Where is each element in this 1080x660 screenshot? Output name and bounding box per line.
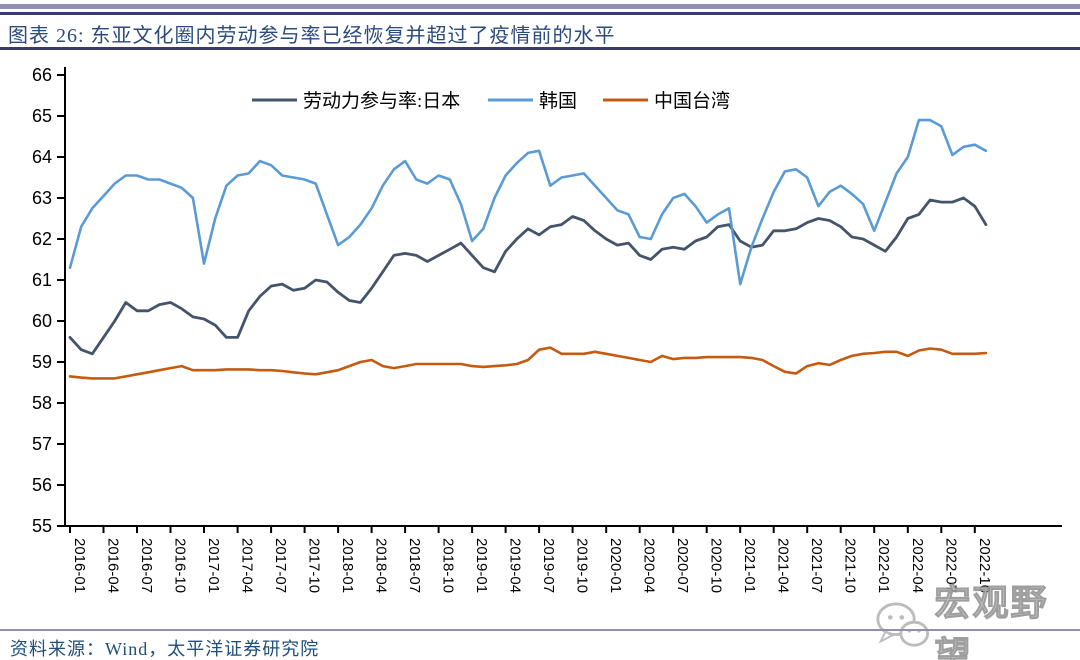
y-tick-label: 66 [32,65,52,85]
legend-label-japan: 劳动力参与率:日本 [303,90,460,112]
x-tick-label: 2016-04 [105,538,122,593]
x-tick-label: 2022-04 [909,538,926,593]
series-korea [68,118,988,286]
legend-label-taiwan: 中国台湾 [654,90,730,112]
x-tick-label: 2019-10 [574,538,591,593]
y-tick-label: 62 [32,229,52,249]
x-tick-label: 2016-01 [71,538,88,593]
x-tick-label: 2018-01 [339,538,356,593]
x-tick-label: 2018-07 [406,538,423,593]
x-tick-label: 2021-04 [775,538,792,593]
legend-label-korea: 韩国 [539,90,577,112]
x-tick-label: 2017-01 [205,538,222,593]
y-tick-label: 59 [32,352,52,372]
x-tick-label: 2022-01 [875,538,892,593]
x-tick-label: 2020-04 [641,538,658,593]
top-divider-dark [0,12,1080,15]
x-tick-label: 2017-10 [306,538,323,593]
y-tick-label: 57 [32,434,52,454]
y-tick-label: 61 [32,270,52,290]
x-tick-label: 2016-07 [138,538,155,593]
series-taiwan [68,346,988,380]
y-tick-label: 56 [32,475,52,495]
x-tick-label: 2022-10 [976,538,993,593]
x-tick-label: 2019-07 [540,538,557,593]
line-chart: 55 56 57 58 59 60 61 62 63 64 65 66 2016-01 2016-04 20… [32,65,1062,593]
y-tick-label: 64 [32,147,52,167]
x-tick-label: 2016-10 [172,538,189,593]
y-tick-label: 63 [32,188,52,208]
series-japan [68,196,988,356]
x-tick-label: 2021-01 [741,538,758,593]
x-tick-label: 2021-10 [842,538,859,593]
chart-area: 55 56 57 58 59 60 61 62 63 64 65 66 2016-01 2016-04 20… [0,60,1080,660]
y-tick-label: 60 [32,311,52,331]
x-tick-label: 2021-07 [808,538,825,593]
source-note: 资料来源：Wind，太平洋证券研究院 [10,639,320,659]
x-tick-label: 2018-10 [440,538,457,593]
figure-title: 图表 26: 东亚文化圈内劳动参与率已经恢复并超过了疫情前的水平 [8,25,616,47]
x-tick-label: 2020-10 [708,538,725,593]
top-divider-light [0,4,1080,9]
x-tick-label: 2022-07 [942,538,959,593]
x-tick-label: 2017-04 [239,538,256,593]
y-tick-label: 55 [32,516,52,536]
x-tick-label: 2019-04 [507,538,524,593]
title-divider [0,47,1080,50]
x-tick-label: 2020-01 [607,538,624,593]
x-tick-label: 2018-04 [373,538,390,593]
footer-divider [0,629,1080,631]
y-tick-label: 58 [32,393,52,413]
y-tick-label: 65 [32,106,52,126]
x-tick-label: 2017-07 [272,538,289,593]
x-tick-label: 2020-07 [674,538,691,593]
x-tick-label: 2019-01 [473,538,490,593]
